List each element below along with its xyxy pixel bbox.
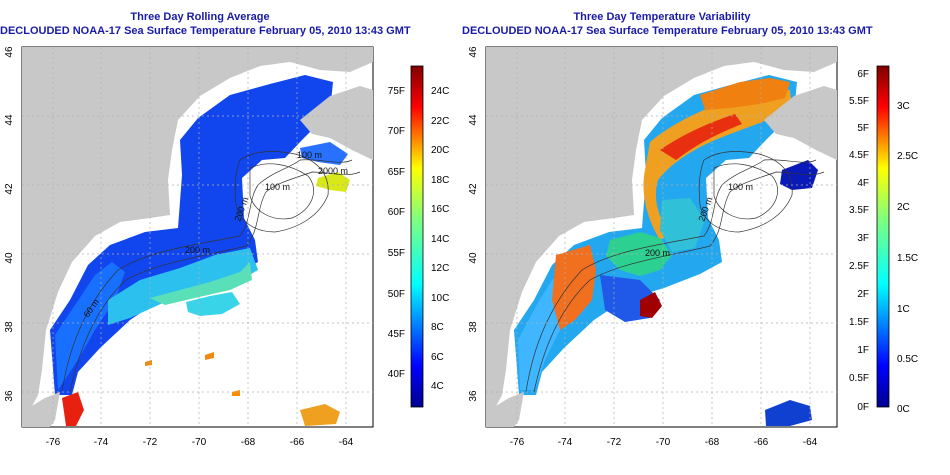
right-colorbar-c-labels: 3C 2.5C 2C 1.5C 1C 0.5C 0C (897, 101, 918, 415)
y-tick-label: 38 (468, 321, 479, 333)
contour-label: 100 m (728, 182, 753, 192)
right-variability-field (500, 75, 818, 426)
x-tick-label: -64 (339, 437, 354, 448)
left-colorbar-c-labels: 24C 22C 20C 18C 16C 14C 12C 10C 8C 6C 4C (431, 86, 449, 392)
colorbar-c-label: 16C (431, 204, 449, 215)
colorbar-f-label: 4F (857, 178, 869, 189)
colorbar-f-label: 65F (388, 167, 405, 178)
right-map-subtitle: DECLOUDED NOAA-17 Sea Surface Temperatur… (462, 25, 873, 37)
colorbar-f-label: 5F (857, 123, 869, 134)
x-tick-label: -74 (94, 437, 109, 448)
colorbar-f-label: 6F (857, 69, 869, 80)
colorbar-c-label: 18C (431, 175, 449, 186)
contour-label: 200 m (645, 248, 670, 258)
left-land-masses (22, 47, 373, 427)
colorbar-f-label: 60F (388, 207, 405, 218)
x-tick-label: -66 (290, 437, 305, 448)
left-map-panel: 100 m 2000 m 100 m 200 m 200 m 60 m -76 … (4, 46, 449, 448)
y-tick-label: 38 (4, 321, 15, 333)
x-tick-label: -76 (510, 437, 525, 448)
left-map-subtitle: DECLOUDED NOAA-17 Sea Surface Temperatur… (0, 25, 411, 37)
x-tick-label: -70 (192, 437, 207, 448)
colorbar-f-label: 2F (857, 289, 869, 300)
x-tick-label: -72 (143, 437, 158, 448)
contour-label: 200 m (185, 245, 210, 255)
colorbar-c-label: 0.5C (897, 354, 918, 365)
right-x-axis: -76 -74 -72 -70 -68 -66 -64 (510, 437, 818, 448)
left-colorbar-f-labels: 75F 70F 65F 60F 55F 50F 45F 40F (388, 86, 405, 380)
colorbar-c-label: 8C (431, 322, 444, 333)
colorbar-c-label: 24C (431, 86, 449, 97)
colorbar-f-label: 45F (388, 329, 405, 340)
x-tick-label: -70 (656, 437, 671, 448)
right-map-title: Three Day Temperature Variability (573, 11, 751, 23)
y-tick-label: 42 (4, 183, 15, 195)
contour-label: 2000 m (318, 166, 348, 176)
right-colorbar-ramp (876, 65, 890, 408)
colorbar-f-label: 5.5F (849, 96, 869, 107)
y-tick-label: 40 (468, 252, 479, 264)
right-graticule (486, 47, 837, 427)
left-bathymetry-contours (61, 151, 361, 393)
right-y-axis: 46 44 42 40 38 36 (468, 46, 479, 402)
y-tick-label: 40 (4, 252, 15, 264)
left-sst-field (26, 75, 350, 426)
colorbar-c-label: 6C (431, 352, 444, 363)
right-map-panel: 100 m 200 m 200 m -76 -74 -72 -70 -68 -6… (468, 46, 918, 448)
right-land-masses (486, 47, 837, 427)
colorbar-f-label: 0F (857, 402, 869, 413)
left-y-axis: 46 44 42 40 38 36 (4, 46, 15, 402)
colorbar-c-label: 12C (431, 263, 449, 274)
colorbar-f-label: 40F (388, 369, 405, 380)
colorbar-c-label: 3C (897, 101, 910, 112)
x-tick-label: -68 (241, 437, 256, 448)
right-colorbar: 6F 5.5F 5F 4.5F 4F 3.5F 3F 2.5F 2F 1.5F … (849, 65, 918, 415)
y-tick-label: 36 (468, 390, 479, 402)
x-tick-label: -66 (754, 437, 769, 448)
y-tick-label: 42 (468, 183, 479, 195)
colorbar-f-label: 75F (388, 86, 405, 97)
x-tick-label: -74 (558, 437, 573, 448)
y-tick-label: 44 (468, 114, 479, 126)
x-tick-label: -64 (803, 437, 818, 448)
colorbar-f-label: 70F (388, 126, 405, 137)
colorbar-c-label: 10C (431, 293, 449, 304)
colorbar-c-label: 1C (897, 304, 910, 315)
contour-label: 100 m (297, 150, 322, 160)
colorbar-f-label: 50F (388, 289, 405, 300)
x-tick-label: -72 (607, 437, 622, 448)
colorbar-c-label: 0C (897, 404, 910, 415)
left-map-title: Three Day Rolling Average (130, 11, 270, 23)
left-x-axis: -76 -74 -72 -70 -68 -66 -64 (46, 437, 354, 448)
colorbar-f-label: 1F (857, 345, 869, 356)
y-tick-label: 36 (4, 390, 15, 402)
left-colorbar: 75F 70F 65F 60F 55F 50F 45F 40F 24C 22C … (388, 65, 449, 408)
x-tick-label: -68 (705, 437, 720, 448)
colorbar-c-label: 1.5C (897, 253, 918, 264)
left-graticule (22, 47, 373, 427)
colorbar-f-label: 3F (857, 233, 869, 244)
y-tick-label: 44 (4, 114, 15, 126)
colorbar-f-label: 3.5F (849, 205, 869, 216)
y-tick-label: 46 (468, 46, 479, 58)
colorbar-f-label: 1.5F (849, 317, 869, 328)
colorbar-c-label: 4C (431, 381, 444, 392)
colorbar-c-label: 2C (897, 202, 910, 213)
colorbar-f-label: 0.5F (849, 373, 869, 384)
colorbar-f-label: 4.5F (849, 150, 869, 161)
colorbar-c-label: 22C (431, 116, 449, 127)
right-colorbar-f-labels: 6F 5.5F 5F 4.5F 4F 3.5F 3F 2.5F 2F 1.5F … (849, 69, 869, 413)
colorbar-f-label: 55F (388, 248, 405, 259)
colorbar-c-label: 2.5C (897, 151, 918, 162)
y-tick-label: 46 (4, 46, 15, 58)
colorbar-c-label: 20C (431, 145, 449, 156)
contour-label: 100 m (265, 182, 290, 192)
right-bathymetry-contours (525, 151, 825, 393)
x-tick-label: -76 (46, 437, 61, 448)
colorbar-f-label: 2.5F (849, 261, 869, 272)
left-colorbar-ramp (410, 65, 424, 408)
colorbar-c-label: 14C (431, 234, 449, 245)
